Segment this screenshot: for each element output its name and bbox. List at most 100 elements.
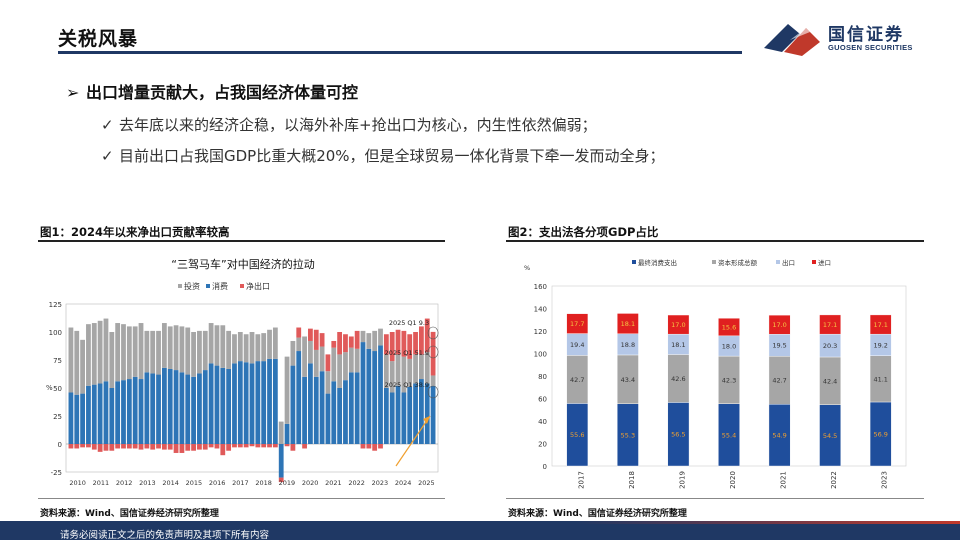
chart1-bar-segment — [173, 370, 179, 444]
chart1-x-tick: 2020 — [302, 479, 319, 487]
chart1-bar-segment — [80, 444, 85, 448]
chart1-bar-segment — [126, 444, 132, 449]
figure1-top-rule — [38, 240, 445, 242]
chart1-bar-segment — [378, 345, 383, 444]
chart1-annotation: 2025 Q1 38.9 — [385, 381, 429, 389]
chart1-x-tick: 2022 — [348, 479, 365, 487]
footer-disclaimer: 请务必阅读正文之后的免责声明及其项下所有内容 — [60, 530, 270, 541]
chart1-bar-segment — [161, 323, 167, 368]
chart1-bar-segment — [214, 444, 220, 449]
chart1-bar-segment — [337, 332, 343, 355]
chart2-data-label: 55.6 — [570, 431, 584, 439]
chart2-data-label: 55.3 — [621, 431, 635, 439]
figure2-label: 图2：支出法各分项GDP占比 — [508, 225, 659, 239]
chart1-bar-segment — [319, 333, 325, 347]
chart1-bar-segment — [313, 329, 319, 350]
figure1-source: 资料来源：Wind、国信证券经济研究所整理 — [40, 509, 219, 519]
chart1-annotation-circle — [427, 345, 439, 359]
chart1-bar-segment — [413, 332, 418, 355]
chart1-bar-segment — [337, 388, 343, 444]
chart2-y-tick: 140 — [534, 306, 547, 314]
chart1-y-tick: 50 — [53, 385, 62, 393]
chart2-data-label: 20.3 — [823, 342, 837, 350]
chart1-bar-segment — [226, 330, 232, 369]
chart2-x-tick: 2019 — [678, 471, 686, 489]
chart1-x-tick: 2013 — [139, 479, 156, 487]
chart1-bar-segment — [208, 323, 214, 364]
chart1-bar-segment — [354, 348, 360, 373]
chart2-bar-segment — [667, 314, 690, 335]
chart1-bar-segment — [261, 333, 267, 362]
chart1-bar-segment — [226, 368, 232, 444]
chart1-bar-segment — [325, 354, 331, 372]
footer-accent-bar — [0, 521, 960, 524]
chart1-bar-segment — [86, 385, 91, 444]
chart1-bar-segment — [103, 381, 109, 444]
chart1-bar-segment — [389, 361, 395, 393]
chart1-bar-segment — [179, 444, 185, 453]
chart1-bar-segment — [313, 376, 319, 444]
chart2-data-label: 18.1 — [621, 320, 635, 328]
chart2-data-label: 17.0 — [671, 321, 685, 329]
chart1-x-tick: 2014 — [162, 479, 179, 487]
chart2-data-label: 18.1 — [671, 341, 685, 349]
chart1-bar-segment — [144, 444, 150, 449]
chart1-bar-segment — [91, 384, 97, 444]
chart1-bar-segment — [232, 363, 237, 444]
chart1-bar-segment — [424, 318, 430, 353]
chart2-legend-swatch — [812, 260, 816, 264]
chart1-bar-segment — [226, 444, 232, 451]
chart1-bar-segment — [278, 477, 284, 483]
sub-bullet-1: ✓ 去年底以来的经济企稳，以海外补库+抢出口为核心，内生性依然偏弱； — [101, 114, 597, 135]
chart1-bar-segment — [267, 358, 272, 444]
chart2-legend-label: 进口 — [818, 259, 831, 267]
chart1-bar-segment — [126, 326, 132, 380]
chart1-bar-segment — [202, 370, 208, 444]
chart1-bar-segment — [383, 354, 389, 388]
chart2-y-tick: 20 — [538, 441, 547, 449]
chart1-bar-segment — [272, 327, 278, 359]
figure2-chart: 最终消费支出 资本形成总额 出口 进口% 0 20 40 60 80 100 120 140 160 55… — [524, 258, 907, 489]
chart1-bar-segment — [296, 337, 302, 352]
chart1-y-tick: 125 — [49, 301, 62, 309]
chart1-bar-segment — [103, 444, 109, 451]
chart2-y-label: % — [524, 264, 530, 272]
chart1-bar-segment — [313, 349, 319, 377]
chart1-bar-segment — [419, 379, 424, 444]
chart1-bar-segment — [331, 381, 337, 444]
chart1-bar-segment — [91, 323, 97, 385]
check-icon: ✓ — [101, 116, 114, 134]
chart1-bar-segment — [413, 354, 418, 384]
chart2-x-tick: 2023 — [881, 471, 889, 489]
chart1-bar-segment — [325, 371, 331, 394]
chart1-bar-segment — [121, 324, 126, 381]
chart1-bar-segment — [296, 351, 302, 444]
chart1-x-tick: 2025 — [418, 479, 435, 487]
chart1-bar-segment — [389, 392, 395, 444]
chart1-legend-label: 消费 — [212, 281, 228, 291]
chart1-bar-segment — [220, 367, 226, 444]
chart1-bar-segment — [296, 327, 302, 338]
chart1-bar-segment — [290, 444, 296, 451]
chart1-bar-segment — [331, 347, 337, 382]
chart1-bar-segment — [202, 444, 208, 450]
chart2-data-label: 41.1 — [873, 375, 887, 383]
chart2-data-label: 54.5 — [823, 432, 837, 440]
chart1-bar-segment — [272, 444, 278, 448]
page-title: 关税风暴 — [58, 28, 139, 50]
chart1-bar-segment — [343, 380, 348, 444]
chart1-bar-segment — [284, 444, 290, 447]
chart1-bar-segment — [191, 332, 196, 377]
chart1-annotation-circle — [427, 326, 439, 340]
chart2-x-tick: 2018 — [628, 471, 636, 489]
chart1-bar-segment — [191, 444, 196, 451]
chart1-bar-segment — [86, 444, 91, 448]
chart1-bar-segment — [91, 444, 97, 450]
chart2-data-label: 54.9 — [772, 432, 786, 440]
chart2-y-tick: 80 — [538, 373, 547, 381]
chart2-data-label: 43.4 — [621, 376, 635, 384]
chart1-bar-segment — [74, 444, 80, 449]
chart1-bar-segment — [109, 388, 115, 444]
chart1-bar-segment — [220, 325, 226, 368]
chart1-bar-segment — [74, 330, 80, 395]
